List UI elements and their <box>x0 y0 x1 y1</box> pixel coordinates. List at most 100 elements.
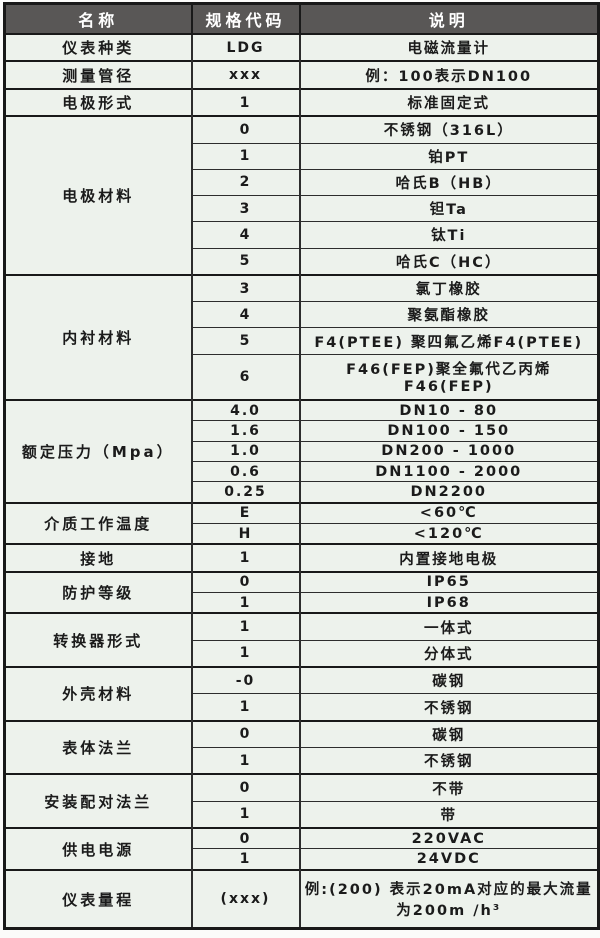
spec-code-cell: 0 <box>190 827 301 850</box>
table-row: 2 哈氏B（HB） <box>5 168 600 197</box>
spec-desc-cell: DN2200 <box>298 481 600 504</box>
spec-desc-cell: 聚氨酯橡胶 <box>298 301 600 329</box>
spec-code-cell: 1 <box>190 800 301 829</box>
spec-code-cell: 4 <box>190 301 301 329</box>
column-header-desc: 说明 <box>298 2 600 35</box>
table-row: 6 F46(FEP)聚全氟代乙丙烯F46(FEP) <box>5 353 600 401</box>
spec-code-cell: 1.0 <box>190 440 301 462</box>
table-row: 3 钽Ta <box>5 195 600 223</box>
row-group-name: 接地 <box>3 543 193 573</box>
table-row: 5 哈氏C（HC） <box>5 247 600 276</box>
spec-desc-cell: 不锈钢（316L） <box>298 115 600 144</box>
table-row: 电极形式 1 标准固定式 <box>3 87 600 117</box>
spec-desc-cell: IP65 <box>298 570 600 594</box>
spec-code-cell: xxx <box>190 60 301 90</box>
spec-code-cell: 4 <box>190 221 301 249</box>
spec-code-cell: 1 <box>190 747 301 775</box>
spec-code-cell: 3 <box>190 195 301 223</box>
spec-code-cell: 1 <box>190 543 301 573</box>
table-row: 电极材料 0 不锈钢（316L） <box>3 115 600 276</box>
column-header-code: 规格代码 <box>190 2 301 35</box>
spec-table-body: 仪表种类 LDG 电磁流量计 测量管径 xxx 例：100表示DN100 电极形式 1 标准固定… <box>3 32 600 929</box>
spec-desc-cell: 220VAC <box>298 827 600 850</box>
table-row: 表体法兰 0 碳钢 <box>3 719 600 775</box>
table-row: 1 IP68 <box>5 592 600 614</box>
spec-code-cell: 5 <box>190 327 301 355</box>
table-row: 0.6 DN1100 - 2000 <box>5 460 600 483</box>
spec-code-cell: 0 <box>190 719 301 749</box>
spec-desc-cell: 标准固定式 <box>298 87 600 117</box>
spec-code-cell: LDG <box>190 32 301 62</box>
spec-desc-cell: 内置接地电极 <box>298 543 600 573</box>
table-row: 外壳材料 -0 碳钢 <box>3 666 600 722</box>
spec-desc-cell: 碳钢 <box>298 719 600 749</box>
row-group-name: 供电电源 <box>3 827 193 871</box>
table-row: 安装配对法兰 0 不带 <box>3 773 600 829</box>
spec-desc-cell: <60℃ <box>298 501 600 524</box>
spec-desc-cell: DN1100 - 2000 <box>298 460 600 483</box>
spec-desc-cell: 不锈钢 <box>298 693 600 722</box>
spec-code-cell: 0.25 <box>190 481 301 504</box>
spec-code-cell: 4.0 <box>190 399 301 422</box>
table-row: 内衬材料 3 氯丁橡胶 <box>3 273 600 401</box>
spec-desc-cell: <120℃ <box>298 522 600 545</box>
spec-code-cell: 1 <box>190 87 301 117</box>
spec-desc-cell: DN100 - 150 <box>298 420 600 442</box>
table-row: 额定压力（Mpa） 4.0 DN10 - 80 <box>3 399 600 504</box>
table-row: 接地 1 内置接地电极 <box>3 543 600 573</box>
table-row: 介质工作温度 E <60℃ <box>3 501 600 545</box>
table-row: 5 F4(PTEE) 聚四氟乙烯F4(PTEE) <box>5 327 600 355</box>
row-group-name: 防护等级 <box>3 570 193 614</box>
spec-desc-cell: 铂PT <box>298 142 600 170</box>
spec-code-cell: 5 <box>190 247 301 276</box>
table-row: 防护等级 0 IP65 <box>3 570 600 614</box>
table-row: 测量管径 xxx 例：100表示DN100 <box>3 60 600 90</box>
spec-desc-cell: 哈氏C（HC） <box>298 247 600 276</box>
spec-code-cell: 1 <box>190 848 301 871</box>
row-group-name: 仪表种类 <box>3 32 193 62</box>
row-group-name: 转换器形式 <box>3 612 193 668</box>
spec-desc-cell: DN200 - 1000 <box>298 440 600 462</box>
spec-code-cell: 1 <box>190 693 301 722</box>
row-group-name: 电极材料 <box>3 115 193 276</box>
spec-desc-cell: 氯丁橡胶 <box>298 273 600 303</box>
row-group-name: 表体法兰 <box>3 719 193 775</box>
table-row: 1 不锈钢 <box>5 693 600 722</box>
spec-code-cell: 0.6 <box>190 460 301 483</box>
table-row: 转换器形式 1 一体式 <box>3 612 600 668</box>
spec-desc-cell: DN10 - 80 <box>298 399 600 422</box>
spec-code-cell: 1 <box>190 639 301 668</box>
row-group-name: 测量管径 <box>3 60 193 90</box>
spec-code-cell: (xxx) <box>190 869 301 929</box>
row-group-name: 外壳材料 <box>3 666 193 722</box>
spec-table-header: 名称 规格代码 说明 <box>3 2 600 35</box>
table-row: 4 聚氨酯橡胶 <box>5 301 600 329</box>
spec-desc-cell: 不锈钢 <box>298 747 600 775</box>
row-group-name: 内衬材料 <box>3 273 193 401</box>
spec-code-cell: E <box>190 501 301 524</box>
table-row: 1.6 DN100 - 150 <box>5 420 600 442</box>
table-row: 1.0 DN200 - 1000 <box>5 440 600 462</box>
spec-table: 名称 规格代码 说明 仪表种类 LDG 电磁流量计 测量管径 xxx 例：100表示DN1… <box>3 2 600 930</box>
spec-desc-cell: IP68 <box>298 592 600 614</box>
spec-desc-cell: F46(FEP)聚全氟代乙丙烯F46(FEP) <box>298 353 600 401</box>
spec-desc-cell: 一体式 <box>298 612 600 641</box>
spec-desc-cell: 钽Ta <box>298 195 600 223</box>
table-row: 1 分体式 <box>5 639 600 668</box>
spec-code-cell: 1 <box>190 592 301 614</box>
spec-desc-cell: 不带 <box>298 773 600 802</box>
row-group-name: 仪表量程 <box>3 869 193 929</box>
table-row: 仪表种类 LDG 电磁流量计 <box>3 32 600 62</box>
spec-code-cell: 1 <box>190 612 301 641</box>
spec-desc-cell: F4(PTEE) 聚四氟乙烯F4(PTEE) <box>298 327 600 355</box>
row-group-name: 介质工作温度 <box>3 501 193 545</box>
table-row: 0.25 DN2200 <box>5 481 600 504</box>
spec-code-cell: 1.6 <box>190 420 301 442</box>
spec-desc-cell: 例:(200) 表示20mA对应的最大流量为200m /h³ <box>298 869 600 929</box>
table-row: 4 钛Ti <box>5 221 600 249</box>
spec-code-cell: H <box>190 522 301 545</box>
spec-desc-cell: 例：100表示DN100 <box>298 60 600 90</box>
spec-code-cell: 0 <box>190 115 301 144</box>
spec-desc-cell: 碳钢 <box>298 666 600 695</box>
